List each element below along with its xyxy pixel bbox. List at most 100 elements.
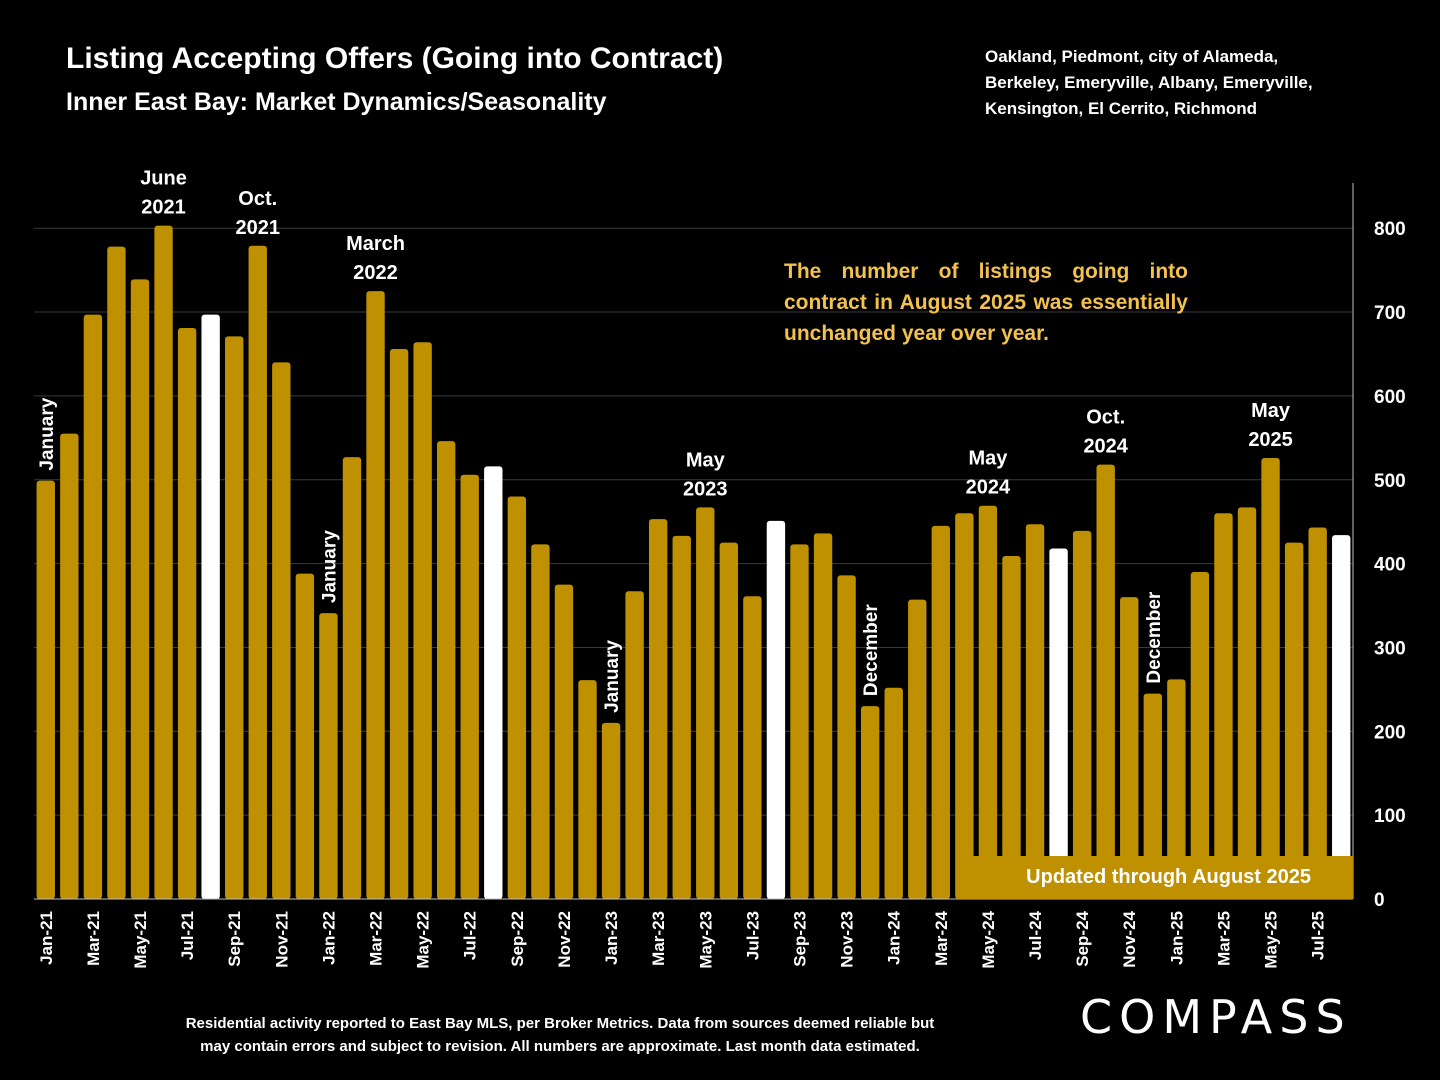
x-tick-label: Jan-21: [37, 911, 56, 965]
bar: [531, 544, 550, 899]
bar: [578, 680, 597, 899]
y-tick-label: 0: [1374, 890, 1385, 911]
region-line: Berkeley, Emeryville, Albany, Emeryville…: [985, 73, 1313, 92]
bar: [389, 348, 409, 900]
bar: [107, 246, 126, 900]
x-tick-label: Jan-23: [602, 911, 621, 965]
annotation-label: May: [1251, 400, 1291, 422]
annotation-label: 2021: [141, 197, 186, 219]
x-tick-label: Jan-24: [885, 910, 904, 964]
x-tick-label: Nov-22: [555, 911, 574, 968]
annotation-label: March: [346, 233, 405, 255]
x-tick-label: Jul-23: [743, 911, 762, 960]
bar: [978, 505, 998, 899]
x-tick-label: Mar-21: [84, 911, 103, 966]
x-tick-label: Nov-24: [1120, 910, 1139, 967]
compass-logo: COMPASS: [1080, 990, 1352, 1044]
annotation-label: May: [686, 449, 726, 471]
bar: [130, 279, 150, 899]
footnote-line: Residential activity reported to East Ba…: [185, 1015, 935, 1032]
bar: [248, 245, 267, 900]
bar: [1120, 597, 1139, 899]
bar: [460, 474, 479, 899]
bar: [719, 542, 739, 899]
bar: [1025, 524, 1045, 899]
bar: [83, 314, 103, 899]
bar: [177, 327, 197, 899]
x-tick-label: Jul-22: [461, 911, 480, 960]
bar: [696, 507, 715, 899]
y-tick-label: 800: [1374, 219, 1406, 240]
bar: [1190, 571, 1210, 899]
x-tick-label: May-23: [696, 911, 715, 969]
x-tick-label: Sep-23: [790, 911, 809, 967]
bar: [1167, 679, 1186, 899]
y-tick-label: 300: [1374, 638, 1406, 659]
x-tick-label: Mar-23: [649, 911, 668, 966]
annotation-label: December: [1144, 591, 1165, 683]
annotation-label: December: [861, 604, 882, 696]
bar: [860, 706, 880, 899]
bar: [1214, 513, 1233, 899]
bar-highlight: [1332, 535, 1351, 899]
bar: [319, 613, 338, 899]
annotation-label: May: [968, 448, 1008, 470]
bar: [36, 480, 55, 899]
bar: [1284, 542, 1304, 899]
bar: [342, 457, 362, 899]
annotation-label: Oct.: [238, 188, 277, 210]
annotation-label: 2024: [1083, 436, 1128, 458]
x-tick-label: May-25: [1262, 911, 1281, 969]
annotation-label: 2024: [966, 477, 1011, 499]
bar: [1143, 693, 1162, 899]
bar: [743, 596, 762, 899]
annotation-label: January: [319, 530, 340, 603]
bar: [813, 533, 833, 899]
x-tick-label: Mar-25: [1214, 911, 1233, 966]
bar: [1096, 464, 1115, 899]
bar: [837, 575, 856, 899]
annotation-label: January: [37, 397, 58, 470]
updated-badge: Updated through August 2025: [957, 856, 1353, 899]
x-tick-label: Jul-21: [178, 911, 197, 960]
bar: [1308, 527, 1327, 899]
bar-highlight: [1049, 548, 1068, 899]
annotation-label: January: [602, 640, 623, 713]
x-tick-label: May-22: [414, 911, 433, 969]
chart-subtitle: Inner East Bay: Market Dynamics/Seasonal…: [66, 88, 607, 116]
chart-title: Listing Accepting Offers (Going into Con…: [66, 42, 724, 75]
bar: [601, 722, 621, 899]
bar: [908, 599, 927, 899]
bar: [790, 544, 809, 899]
bar: [366, 291, 385, 899]
bar: [154, 225, 173, 899]
bar: [884, 687, 903, 899]
y-tick-label: 400: [1374, 555, 1406, 576]
bar: [60, 433, 79, 899]
bar: [507, 496, 527, 899]
x-tick-label: Sep-24: [1073, 910, 1092, 966]
annotation-label: Oct.: [1086, 407, 1125, 429]
bar: [1261, 457, 1280, 899]
y-tick-label: 500: [1374, 471, 1406, 492]
bar-highlight: [766, 520, 786, 899]
bar: [413, 342, 432, 900]
region-line: Oakland, Piedmont, city of Alameda,: [985, 47, 1279, 66]
x-tick-label: Jan-25: [1167, 911, 1186, 965]
bar: [955, 513, 974, 899]
x-tick-label: Nov-21: [272, 911, 291, 968]
bar: [1072, 530, 1092, 899]
y-tick-label: 200: [1374, 722, 1406, 743]
y-tick-label: 700: [1374, 303, 1406, 324]
bar: [648, 519, 668, 899]
x-tick-label: Mar-24: [932, 910, 951, 965]
annotation-label: 2025: [1248, 429, 1293, 451]
x-tick-label: Jul-25: [1309, 911, 1328, 960]
bar: [295, 573, 315, 899]
x-tick-label: May-21: [131, 911, 150, 969]
x-tick-label: May-24: [979, 910, 998, 968]
y-tick-label: 100: [1374, 806, 1406, 827]
bar: [554, 584, 574, 899]
y-tick-label: 600: [1374, 387, 1406, 408]
